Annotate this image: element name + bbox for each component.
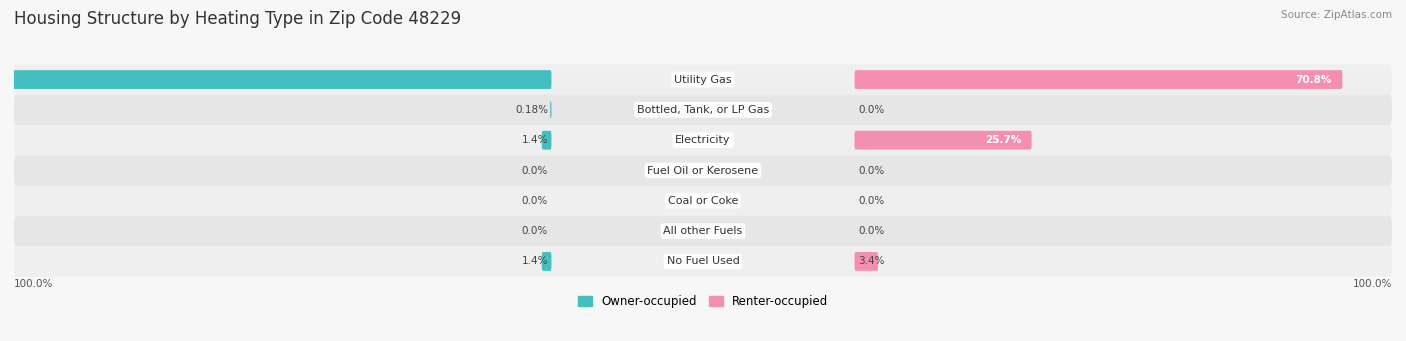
FancyBboxPatch shape xyxy=(14,216,1392,246)
Text: 0.0%: 0.0% xyxy=(858,196,884,206)
Text: Coal or Coke: Coal or Coke xyxy=(668,196,738,206)
Text: 100.0%: 100.0% xyxy=(1353,279,1392,289)
Text: 1.4%: 1.4% xyxy=(522,256,548,266)
FancyBboxPatch shape xyxy=(541,252,551,271)
Text: Source: ZipAtlas.com: Source: ZipAtlas.com xyxy=(1281,10,1392,20)
Text: 0.0%: 0.0% xyxy=(858,165,884,176)
FancyBboxPatch shape xyxy=(14,125,1392,155)
FancyBboxPatch shape xyxy=(855,252,877,271)
Text: 0.0%: 0.0% xyxy=(522,196,548,206)
Text: 0.0%: 0.0% xyxy=(522,165,548,176)
Text: 25.7%: 25.7% xyxy=(986,135,1021,145)
FancyBboxPatch shape xyxy=(855,70,1343,89)
FancyBboxPatch shape xyxy=(14,155,1392,186)
Text: All other Fuels: All other Fuels xyxy=(664,226,742,236)
FancyBboxPatch shape xyxy=(14,246,1392,277)
FancyBboxPatch shape xyxy=(14,186,1392,216)
Text: Utility Gas: Utility Gas xyxy=(675,75,731,85)
Text: Fuel Oil or Kerosene: Fuel Oil or Kerosene xyxy=(647,165,759,176)
FancyBboxPatch shape xyxy=(14,64,1392,95)
Text: 0.0%: 0.0% xyxy=(858,105,884,115)
FancyBboxPatch shape xyxy=(0,70,551,89)
Text: 70.8%: 70.8% xyxy=(1295,75,1331,85)
Text: 1.4%: 1.4% xyxy=(522,135,548,145)
FancyBboxPatch shape xyxy=(541,131,551,150)
Text: 0.18%: 0.18% xyxy=(515,105,548,115)
FancyBboxPatch shape xyxy=(855,131,1032,150)
Text: 0.0%: 0.0% xyxy=(522,226,548,236)
Text: Electricity: Electricity xyxy=(675,135,731,145)
Text: 0.0%: 0.0% xyxy=(858,226,884,236)
Text: Bottled, Tank, or LP Gas: Bottled, Tank, or LP Gas xyxy=(637,105,769,115)
Text: No Fuel Used: No Fuel Used xyxy=(666,256,740,266)
Text: 3.4%: 3.4% xyxy=(858,256,884,266)
FancyBboxPatch shape xyxy=(14,95,1392,125)
Text: 100.0%: 100.0% xyxy=(14,279,53,289)
Legend: Owner-occupied, Renter-occupied: Owner-occupied, Renter-occupied xyxy=(572,291,834,313)
Text: Housing Structure by Heating Type in Zip Code 48229: Housing Structure by Heating Type in Zip… xyxy=(14,10,461,28)
